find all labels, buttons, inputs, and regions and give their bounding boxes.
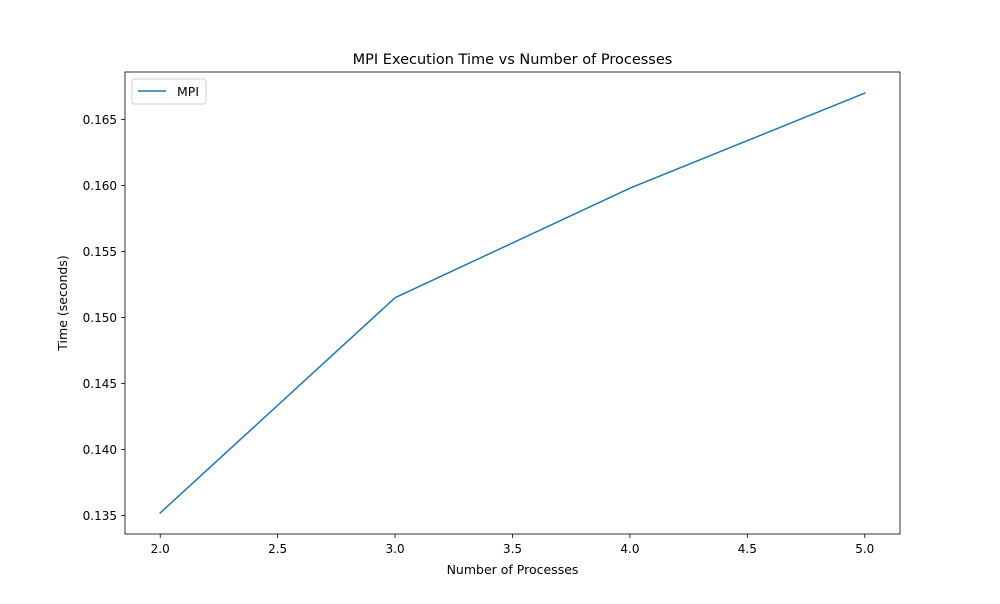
plot-area [125, 72, 900, 534]
y-tick-label: 0.165 [83, 113, 117, 127]
x-tick-label: 3.5 [503, 542, 522, 556]
y-tick-label: 0.160 [83, 179, 117, 193]
chart-title: MPI Execution Time vs Number of Processe… [353, 52, 673, 68]
x-tick-label: 4.0 [620, 542, 639, 556]
x-tick-label: 4.5 [738, 542, 757, 556]
legend-label-mpi: MPI [177, 84, 199, 99]
x-tick-label: 5.0 [855, 542, 874, 556]
y-tick-label: 0.145 [83, 377, 117, 391]
y-axis-label: Time (seconds) [55, 255, 70, 351]
y-tick-label: 0.155 [83, 245, 117, 259]
x-tick-label: 2.0 [151, 542, 170, 556]
x-tick-label: 3.0 [386, 542, 405, 556]
y-tick-label: 0.135 [83, 509, 117, 523]
x-axis-label: Number of Processes [447, 562, 579, 577]
legend: MPI [132, 79, 206, 104]
y-tick-label: 0.140 [83, 443, 117, 457]
x-tick-label: 2.5 [268, 542, 287, 556]
y-tick-label: 0.150 [83, 311, 117, 325]
